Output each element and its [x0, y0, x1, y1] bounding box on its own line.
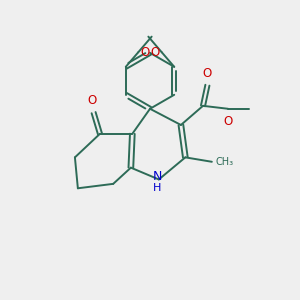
- Text: N: N: [153, 170, 162, 183]
- Text: O: O: [88, 94, 97, 107]
- Text: CH₃: CH₃: [215, 157, 233, 167]
- Text: O: O: [150, 46, 159, 59]
- Text: O: O: [224, 115, 233, 128]
- Text: O: O: [141, 46, 150, 59]
- Text: O: O: [203, 67, 212, 80]
- Text: H: H: [153, 183, 161, 193]
